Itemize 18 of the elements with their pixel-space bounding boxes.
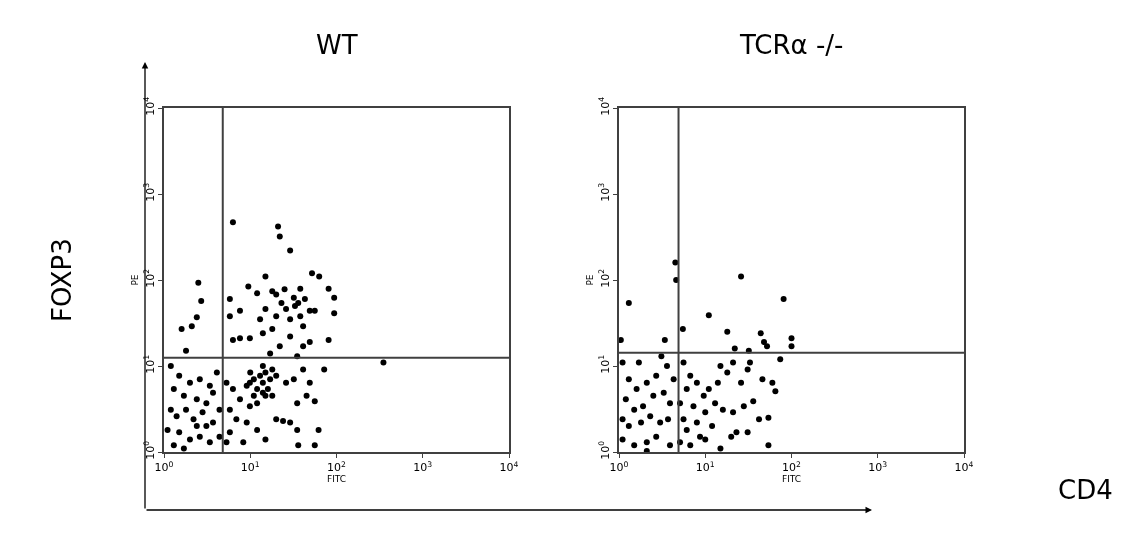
x-axis-title: FITC bbox=[781, 474, 802, 485]
x-tick-label: 10$^{2}$ bbox=[782, 459, 802, 475]
x-tick-label: 10$^{4}$ bbox=[499, 459, 519, 475]
chart-title: TCRα -/- bbox=[739, 30, 844, 60]
x-axis-title: FITC bbox=[326, 474, 347, 485]
text: FOXP3 bbox=[47, 238, 77, 322]
x-tick-label: 10$^{0}$ bbox=[154, 459, 174, 475]
x-tick-label: 10$^{0}$ bbox=[609, 459, 629, 475]
x-tick-label: 10$^{2}$ bbox=[327, 459, 347, 475]
y-axis-title: PE bbox=[129, 274, 140, 286]
text: CD4 bbox=[1058, 475, 1113, 505]
x-tick-label: 10$^{1}$ bbox=[240, 459, 260, 475]
x-tick-label: 10$^{3}$ bbox=[413, 459, 433, 475]
x-tick-label: 10$^{1}$ bbox=[695, 459, 715, 475]
y-axis-title: PE bbox=[584, 274, 595, 286]
x-tick-label: 10$^{4}$ bbox=[954, 459, 974, 475]
chart-title: WT bbox=[316, 30, 358, 60]
x-tick-label: 10$^{3}$ bbox=[868, 459, 888, 475]
